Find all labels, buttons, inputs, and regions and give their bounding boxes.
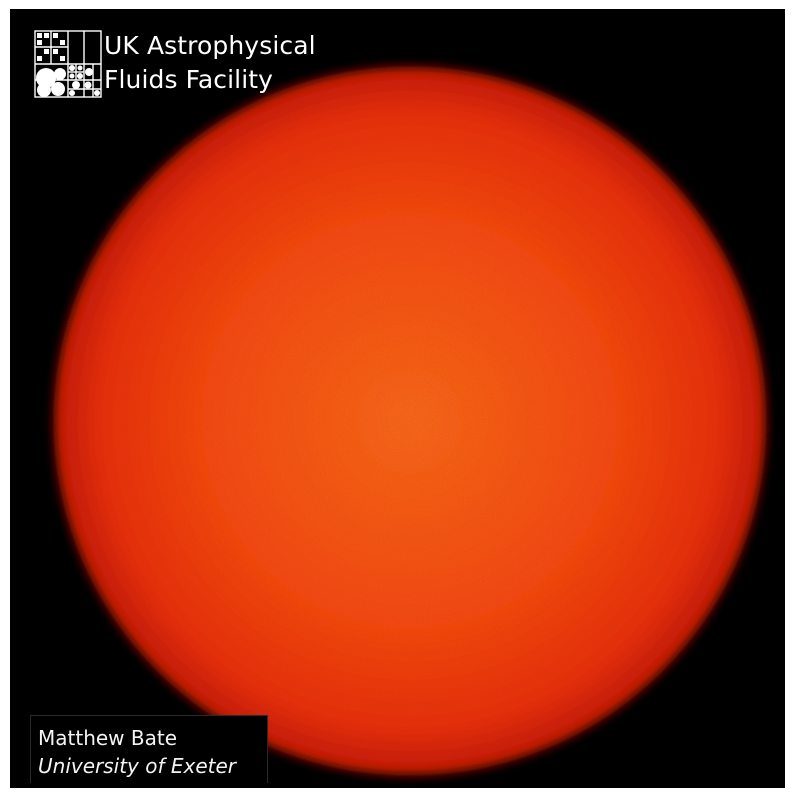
logo-line-1: UK Astrophysical [104, 31, 316, 60]
author-institution: University of Exeter [38, 754, 237, 778]
logo-line-2: Fluids Facility [104, 65, 274, 94]
sphere-texture [54, 67, 766, 775]
credit-box: Matthew Bate University of Exeter [30, 715, 268, 783]
red-sphere [46, 59, 774, 783]
author-name: Matthew Bate [38, 726, 178, 750]
image-frame: UK Astrophysical Fluids Facility Matthew… [10, 9, 785, 788]
logo-wordmark: UK Astrophysical Fluids Facility [104, 29, 316, 97]
ukaff-logo: UK Astrophysical Fluids Facility [34, 29, 316, 105]
grid-circles-logo-icon [34, 30, 102, 98]
